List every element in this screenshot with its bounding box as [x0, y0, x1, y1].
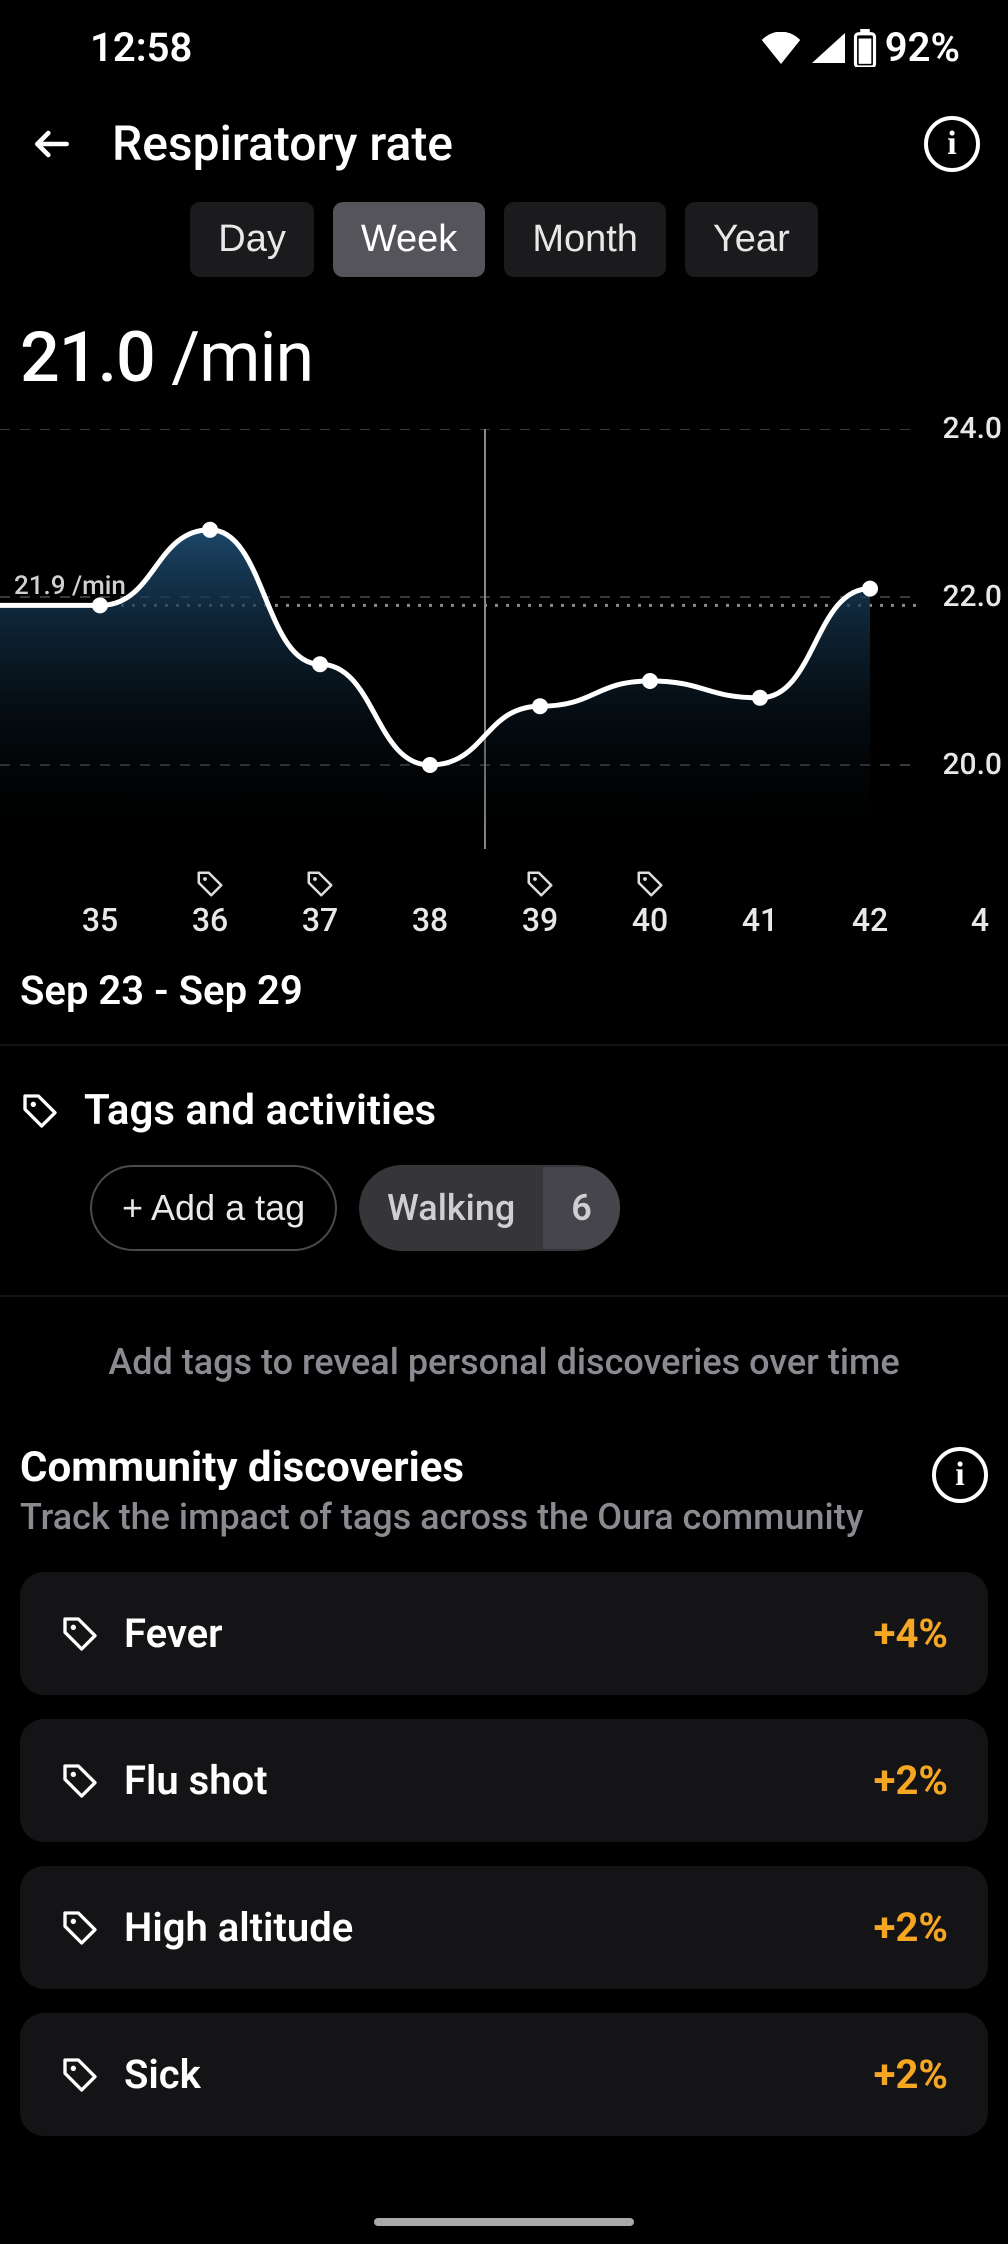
- x-tick-label: 37: [302, 901, 338, 939]
- community-subtitle: Track the impact of tags across the Oura…: [20, 1492, 920, 1538]
- x-tick: 41: [705, 869, 815, 939]
- x-tick: 42: [815, 869, 925, 939]
- chart-svg: [0, 429, 1008, 849]
- battery-icon: [853, 29, 877, 67]
- tab-year[interactable]: Year: [685, 202, 818, 277]
- discovery-card[interactable]: High altitude +2%: [20, 1866, 988, 1989]
- x-tick: 39: [485, 869, 595, 939]
- tag-chip-name: Walking: [359, 1167, 543, 1249]
- x-tick: 36: [155, 869, 265, 939]
- x-tick: 35: [45, 869, 155, 939]
- y-axis-label: 22.0: [943, 579, 1003, 614]
- avg-label: 21.9 /min: [14, 571, 126, 601]
- x-axis: 35 36 37 38 39 40 41 42 4: [45, 849, 1008, 949]
- discovery-value: +2%: [874, 1757, 948, 1804]
- tag-icon: [20, 1091, 60, 1131]
- discovery-name: High altitude: [124, 1904, 850, 1951]
- info-button[interactable]: i: [924, 116, 980, 172]
- home-indicator: [374, 2218, 634, 2226]
- discovery-value: +2%: [874, 1904, 948, 1951]
- community-info-button[interactable]: i: [932, 1447, 988, 1503]
- metric-value: 21.0 /min: [0, 317, 1008, 429]
- tag-icon: [60, 1908, 100, 1948]
- status-bar: 12:58 92%: [0, 0, 1008, 95]
- metric-unit: /min: [171, 317, 313, 399]
- tab-week[interactable]: Week: [333, 202, 485, 277]
- tag-icon: [305, 869, 335, 899]
- y-axis-label: 20.0: [943, 747, 1003, 782]
- tags-header: Tags and activities: [0, 1046, 1008, 1165]
- tags-title: Tags and activities: [84, 1086, 436, 1135]
- tag-icon: [635, 869, 665, 899]
- x-tick-label: 35: [82, 901, 118, 939]
- discovery-name: Flu shot: [124, 1757, 850, 1804]
- x-tick: 4: [925, 869, 1008, 939]
- page-title: Respiratory rate: [112, 115, 888, 172]
- discovery-name: Sick: [124, 2051, 850, 2098]
- wifi-icon: [761, 32, 801, 64]
- community-title: Community discoveries: [20, 1443, 920, 1492]
- x-tick-label: 36: [192, 901, 228, 939]
- discovery-card[interactable]: Sick +2%: [20, 2013, 988, 2136]
- x-tick: 37: [265, 869, 375, 939]
- x-tick-label: 40: [632, 901, 668, 939]
- x-tick-label: 42: [852, 901, 888, 939]
- x-tick-label: 38: [412, 901, 448, 939]
- tags-hint: Add tags to reveal personal discoveries …: [0, 1297, 1008, 1443]
- community-header: Community discoveries Track the impact o…: [20, 1443, 988, 1548]
- tag-chip-count: 6: [543, 1167, 620, 1249]
- tab-month[interactable]: Month: [504, 202, 666, 277]
- tab-day[interactable]: Day: [190, 202, 314, 277]
- time-range-segmented: Day Week Month Year: [0, 202, 1008, 317]
- add-tag-button[interactable]: + Add a tag: [90, 1165, 337, 1251]
- info-icon: i: [955, 1456, 964, 1494]
- tag-chip-walking[interactable]: Walking 6: [359, 1165, 620, 1251]
- info-icon: i: [947, 125, 956, 163]
- discovery-value: +2%: [874, 2051, 948, 2098]
- x-tick-label: 4: [971, 901, 989, 939]
- arrow-left-icon: [30, 122, 74, 166]
- respiratory-chart[interactable]: 24.0 22.0 20.0 21.9 /min: [0, 429, 1008, 849]
- x-tick: 40: [595, 869, 705, 939]
- x-tick-label: 41: [742, 901, 778, 939]
- cell-signal-icon: [809, 32, 845, 64]
- discovery-name: Fever: [124, 1610, 850, 1657]
- tag-icon: [60, 1614, 100, 1654]
- battery-percent: 92%: [885, 24, 960, 71]
- tag-icon: [60, 2055, 100, 2095]
- discovery-list: Fever +4% Flu shot +2% High altitude +2%…: [20, 1572, 988, 2136]
- tag-icon: [195, 869, 225, 899]
- x-tick-label: 39: [522, 901, 558, 939]
- status-time: 12:58: [90, 24, 192, 71]
- back-button[interactable]: [28, 120, 76, 168]
- discovery-value: +4%: [874, 1610, 948, 1657]
- tag-icon: [525, 869, 555, 899]
- tag-row: + Add a tag Walking 6: [0, 1165, 1008, 1295]
- x-tick: 38: [375, 869, 485, 939]
- community-section: Community discoveries Track the impact o…: [0, 1443, 1008, 2136]
- y-axis-label: 24.0: [943, 411, 1003, 446]
- discovery-card[interactable]: Flu shot +2%: [20, 1719, 988, 1842]
- date-range: Sep 23 - Sep 29: [0, 949, 1008, 1044]
- header: Respiratory rate i: [0, 95, 1008, 202]
- tag-icon: [60, 1761, 100, 1801]
- discovery-card[interactable]: Fever +4%: [20, 1572, 988, 1695]
- metric-number: 21.0: [20, 317, 155, 399]
- status-right: 92%: [761, 24, 960, 71]
